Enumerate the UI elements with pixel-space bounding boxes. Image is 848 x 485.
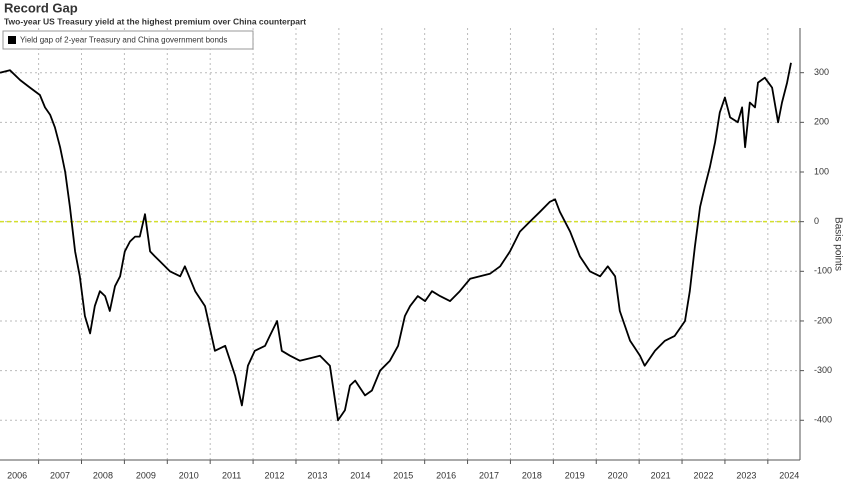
x-tick-label: 2019 <box>565 470 585 480</box>
y-tick-label: -300 <box>814 365 832 375</box>
y-tick-label: -200 <box>814 315 832 325</box>
chart-subtitle: Two-year US Treasury yield at the highes… <box>4 16 306 26</box>
x-tick-label: 2015 <box>393 470 413 480</box>
x-tick-label: 2016 <box>436 470 456 480</box>
y-axis-label: Basis points <box>832 217 843 271</box>
x-tick-label: 2017 <box>479 470 499 480</box>
x-tick-label: 2009 <box>136 470 156 480</box>
x-tick-label: 2022 <box>693 470 713 480</box>
x-tick-label: 2023 <box>736 470 756 480</box>
x-tick-label: 2010 <box>179 470 199 480</box>
data-line <box>0 62 792 422</box>
x-tick-label: 2018 <box>522 470 542 480</box>
y-tick-label: -100 <box>814 266 832 276</box>
chart-title: Record Gap <box>4 0 78 15</box>
x-tick-label: 2006 <box>7 470 27 480</box>
x-tick-label: 2013 <box>307 470 327 480</box>
y-tick-label: 100 <box>814 166 829 176</box>
x-tick-label: 2021 <box>651 470 671 480</box>
x-tick-label: 2024 <box>779 470 799 480</box>
y-tick-label: 200 <box>814 117 829 127</box>
x-tick-label: 2020 <box>608 470 628 480</box>
y-tick-label: -400 <box>814 415 832 425</box>
x-tick-label: 2008 <box>93 470 113 480</box>
x-tick-label: 2012 <box>265 470 285 480</box>
legend-label: Yield gap of 2-year Treasury and China g… <box>20 36 227 45</box>
plot-area <box>0 28 800 460</box>
y-tick-label: 0 <box>814 216 819 226</box>
x-tick-label: 2007 <box>50 470 70 480</box>
legend-box <box>2 30 254 50</box>
x-tick-label: 2014 <box>350 470 370 480</box>
legend-swatch <box>8 36 16 44</box>
y-tick-label: 300 <box>814 67 829 77</box>
legend: Yield gap of 2-year Treasury and China g… <box>2 30 254 50</box>
x-tick-label: 2011 <box>222 470 241 480</box>
